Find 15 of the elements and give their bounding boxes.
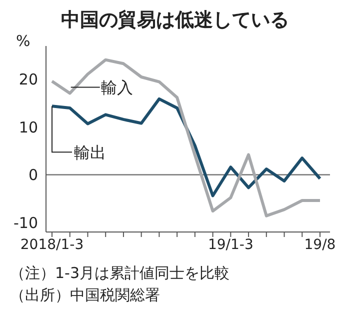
y-tick-label: 0 bbox=[28, 166, 38, 184]
text: （注）1-3月は累計値同士を比較 bbox=[10, 263, 230, 284]
y-tick-label: 10 bbox=[18, 118, 38, 136]
x-tick-label: 2018/1-3 bbox=[20, 236, 84, 253]
series-label: 輸出 bbox=[74, 143, 106, 162]
series-label: 輸入 bbox=[100, 78, 133, 98]
x-tick-label: 19/1-3 bbox=[208, 236, 254, 253]
y-tick-label: -10 bbox=[14, 214, 38, 232]
text: （出所）中国税関総署 bbox=[10, 285, 161, 306]
line-series bbox=[50, 58, 322, 218]
y-axis-title: % bbox=[16, 32, 30, 50]
x-tick-label: 19/8 bbox=[304, 236, 336, 253]
line-series bbox=[50, 97, 322, 198]
y-tick-label: 20 bbox=[18, 70, 38, 89]
chart-title: 中国の貿易は低迷している bbox=[60, 8, 290, 32]
